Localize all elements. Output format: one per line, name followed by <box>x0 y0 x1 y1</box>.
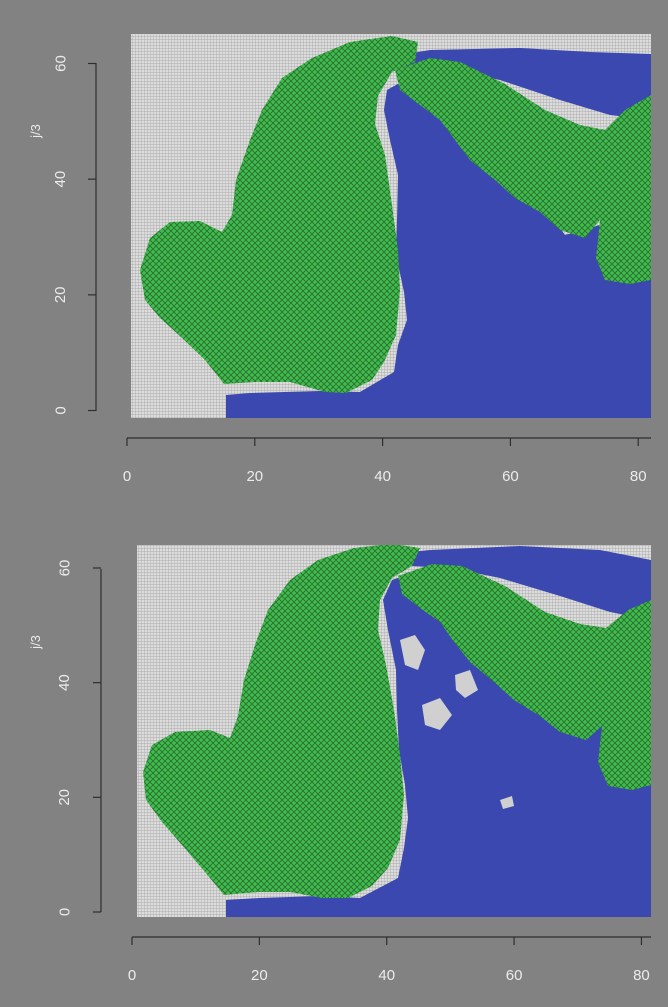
x-tick-label: 40 <box>374 468 391 485</box>
x-tick-label: 0 <box>123 468 131 485</box>
vegetation-east <box>398 564 651 790</box>
water-region <box>226 78 651 418</box>
y-tick-label: 20 <box>52 286 69 303</box>
y-tick-label: 60 <box>52 55 69 72</box>
water-region-upper <box>372 546 651 620</box>
islands <box>400 635 514 809</box>
map-raster <box>131 34 651 418</box>
x-tick-label: 60 <box>506 967 523 984</box>
y-axis-title: j/3 <box>28 635 43 650</box>
y-axis-title: j/3 <box>28 124 43 139</box>
vegetation-east <box>395 58 651 284</box>
y-tick-label: 40 <box>56 674 73 691</box>
x-tick-label: 60 <box>502 468 519 485</box>
x-tick-label: 40 <box>378 967 395 984</box>
x-tick-label: 20 <box>251 967 268 984</box>
x-ticks: 0 20 40 60 80 <box>128 937 650 984</box>
y-tick-label: 40 <box>52 171 69 188</box>
x-tick-label: 80 <box>633 967 650 984</box>
map-plot-top: 0 20 40 60 80 0 20 40 60 j/3 <box>28 34 651 485</box>
axes <box>95 63 651 439</box>
map-raster <box>137 545 651 917</box>
vegetation-west <box>140 36 418 393</box>
x-tick-label: 0 <box>128 967 136 984</box>
y-tick-label: 60 <box>56 560 73 577</box>
y-ticks: 0 20 40 60 <box>52 55 96 415</box>
vegetation-west <box>143 545 420 898</box>
x-tick-label: 20 <box>246 468 263 485</box>
water-region <box>226 572 651 917</box>
x-ticks: 0 20 40 60 80 <box>123 438 647 485</box>
y-tick-label: 20 <box>56 789 73 806</box>
y-ticks: 0 20 40 60 <box>56 560 101 916</box>
x-tick-label: 80 <box>630 468 647 485</box>
y-tick-label: 0 <box>56 908 73 916</box>
axes <box>100 569 651 938</box>
y-tick-label: 0 <box>52 406 69 414</box>
map-plot-bottom: 0 20 40 60 80 0 20 40 60 j/3 <box>28 545 651 984</box>
